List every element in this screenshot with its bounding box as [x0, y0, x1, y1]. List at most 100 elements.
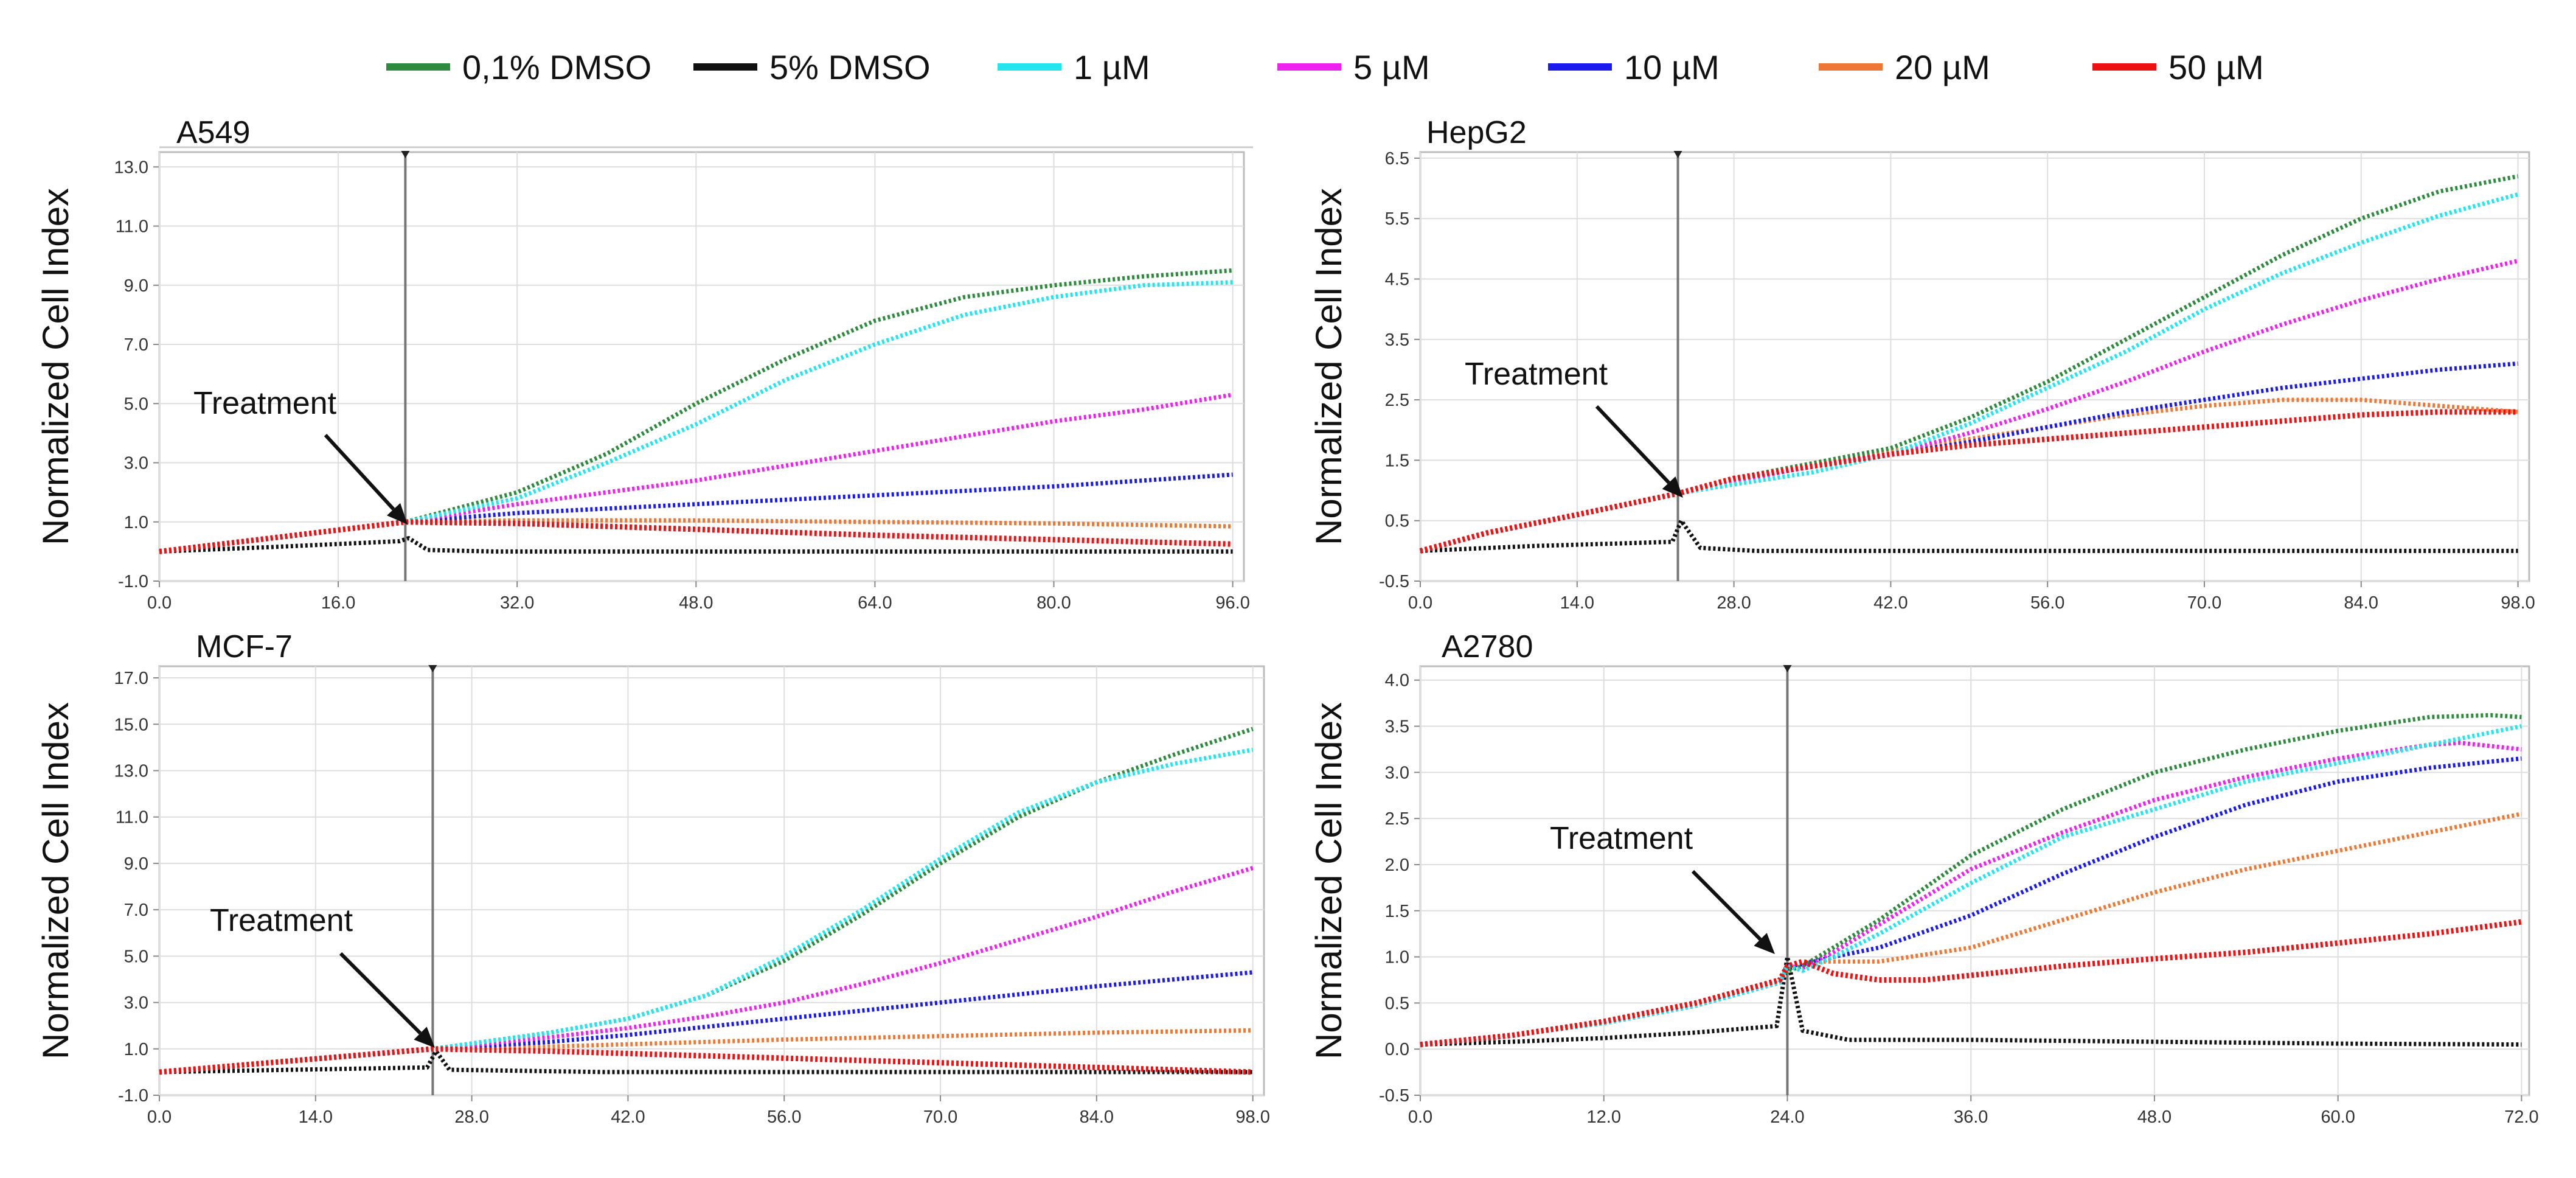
legend-label: 5% DMSO [769, 48, 931, 86]
y-tick-label: 6.5 [1385, 149, 1409, 169]
series-line-50-m [1419, 409, 2518, 554]
series-line-5-dmso [1420, 955, 2522, 1047]
panel-a549: -1.0 1.0 3.0 5.0 7.0 9.0 11.0 13.0 0.0 16.0 32.0 48… [35, 115, 1253, 613]
x-tick-label: 64.0 [858, 593, 892, 613]
series-line-5-m [1420, 741, 2522, 1047]
x-tick-label: 0.0 [147, 1107, 172, 1127]
y-tick-label: 9.0 [124, 854, 148, 874]
y-tick-label: 3.0 [124, 454, 148, 473]
x-tick-label: 0.0 [147, 593, 172, 613]
legend-item-20-m: 20 µM [1819, 48, 1990, 86]
legend-item-10-m: 10 µM [1548, 48, 1720, 86]
y-tick-label: 7.0 [124, 335, 148, 355]
y-tick-label: 5.0 [124, 394, 148, 414]
x-tick-label: 42.0 [1873, 593, 1908, 613]
y-tick-label: -0.5 [1379, 1086, 1409, 1106]
x-tick-label: 14.0 [1560, 593, 1594, 613]
legend-label: 5 µM [1353, 48, 1430, 86]
series-line-10-m [1420, 756, 2522, 1047]
series-line-0-1-dmso [1420, 713, 2522, 1047]
x-tick-label: 70.0 [923, 1107, 957, 1127]
y-tick-label: 5.5 [1385, 209, 1409, 229]
plot-area [1419, 151, 2530, 582]
treatment-marker-triangle [1783, 665, 1792, 672]
plot-area [158, 151, 1245, 582]
x-tick-label: 14.0 [299, 1107, 333, 1127]
legend-label: 10 µM [1624, 48, 1720, 86]
y-tick-label: 15.0 [114, 715, 148, 734]
x-tick-label: 98.0 [2501, 593, 2535, 613]
panel-mcf-7: -1.0 1.0 3.0 5.0 7.0 9.0 11.0 13.0 15.0 17.0 0.0 14… [35, 629, 1270, 1127]
legend: 0,1% DMSO 5% DMSO 1 µM 5 µM 10 µM 20 µM 50 µM [386, 48, 2264, 86]
y-tick-label: 1.0 [1385, 948, 1409, 967]
legend-item-0-1-dmso: 0,1% DMSO [386, 48, 651, 86]
y-tick-label: 4.5 [1385, 270, 1409, 290]
y-tick-label: 17.0 [114, 669, 148, 688]
treatment-marker-triangle [1673, 151, 1682, 158]
y-tick-label: 3.5 [1385, 330, 1409, 350]
y-axis-label: Normalized Cell Index [1308, 702, 1349, 1059]
x-tick-label: 84.0 [1080, 1107, 1114, 1127]
x-tick-label: 24.0 [1770, 1107, 1804, 1127]
x-tick-label: 16.0 [321, 593, 355, 613]
x-tick-label: 0.0 [1408, 593, 1432, 613]
x-tick-label: 12.0 [1587, 1107, 1621, 1127]
y-axis-label: Normalized Cell Index [35, 702, 76, 1059]
gridlines [1414, 666, 2529, 1101]
treatment-marker-triangle [401, 151, 410, 158]
panel-title: MCF-7 [196, 629, 293, 664]
x-tick-label: 56.0 [767, 1107, 801, 1127]
y-tick-label: 11.0 [116, 217, 148, 237]
y-tick-label: 1.5 [1385, 451, 1409, 470]
gridlines [153, 666, 1264, 1101]
series-line-0-1-dmso [159, 268, 1233, 554]
y-tick-label: -0.5 [1379, 572, 1409, 591]
legend-label: 50 µM [2168, 48, 2264, 86]
y-tick-label: 1.0 [124, 513, 148, 532]
legend-item-50-m: 50 µM [2092, 48, 2264, 86]
treatment-annotation-label: Treatment [193, 386, 337, 421]
treatment-arrow-shaft [324, 433, 395, 511]
treatment-arrow-head [1662, 476, 1683, 498]
y-tick-label: 3.5 [1385, 717, 1409, 737]
y-tick-label: 13.0 [114, 158, 148, 177]
legend-item-5-dmso: 5% DMSO [693, 48, 931, 86]
y-tick-label: 0.5 [1385, 994, 1409, 1013]
x-tick-label: 98.0 [1235, 1107, 1269, 1127]
treatment-annotation-label: Treatment [210, 903, 353, 938]
plot-area [158, 665, 1265, 1096]
treatment-annotation-label: Treatment [1465, 357, 1608, 392]
series-line-10-m [159, 472, 1233, 554]
series-line-1-m [1420, 724, 2522, 1047]
panels: -1.0 1.0 3.0 5.0 7.0 9.0 11.0 13.0 0.0 16.0 32.0 48… [35, 115, 2539, 1127]
y-tick-label: 0.0 [1385, 1040, 1409, 1059]
x-tick-label: 28.0 [1717, 593, 1751, 613]
x-tick-label: 0.0 [1408, 1107, 1432, 1127]
panel-title: HepG2 [1426, 115, 1527, 150]
panel-title: A2780 [1442, 629, 1533, 664]
x-tick-label: 70.0 [2187, 593, 2221, 613]
treatment-marker-triangle [428, 665, 437, 672]
treatment-arrow-head [387, 503, 408, 525]
y-tick-label: 2.5 [1385, 391, 1409, 410]
x-tick-label: 60.0 [2321, 1107, 2355, 1127]
treatment-annotation-label: Treatment [1550, 821, 1693, 856]
legend-label: 0,1% DMSO [462, 48, 651, 86]
gridlines [153, 152, 1244, 587]
treatment-arrow-shaft [1595, 405, 1670, 484]
treatment-arrow-shaft [1691, 870, 1762, 941]
x-tick-label: 48.0 [2137, 1107, 2172, 1127]
x-tick-label: 36.0 [1954, 1107, 1988, 1127]
panel-title: A549 [176, 115, 250, 150]
treatment-arrow-head [1754, 933, 1775, 954]
y-tick-label: -1.0 [118, 572, 148, 591]
treatment-arrow-shaft [339, 952, 422, 1035]
y-tick-label: 3.0 [1385, 763, 1409, 782]
y-axis-label: Normalized Cell Index [35, 188, 76, 545]
y-tick-label: 9.0 [124, 276, 148, 296]
x-tick-label: 56.0 [2030, 593, 2064, 613]
series-line-5-dmso [1420, 518, 2518, 553]
y-tick-label: 1.0 [124, 1040, 148, 1059]
y-axis-label: Normalized Cell Index [1308, 188, 1349, 545]
